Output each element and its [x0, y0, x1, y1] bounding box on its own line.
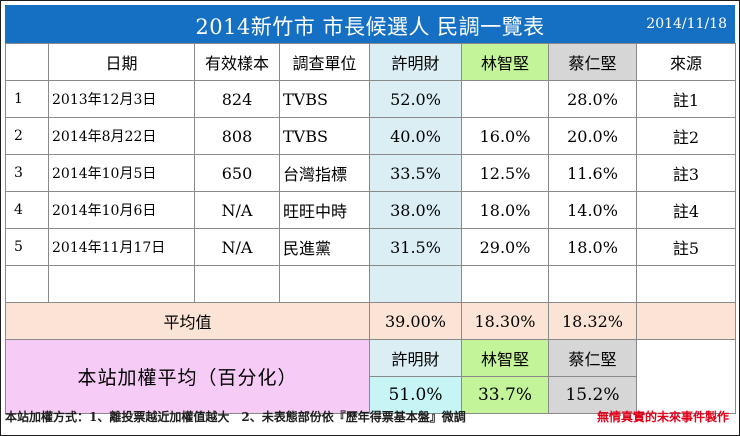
row-candidate-1: 31.5%	[369, 228, 462, 266]
row-index: 2	[5, 117, 49, 155]
average-empty	[636, 302, 736, 340]
weighting-note: 本站加權方式：1、離投票越近加權值越大 2、未表態部份依『歷年得票基本盤』微調	[5, 410, 466, 424]
empty-cell	[194, 265, 280, 303]
average-candidate-2: 18.30%	[461, 302, 549, 340]
table-header-row: 日期 有效樣本 調查單位 許明財 林智堅 蔡仁堅 來源	[5, 43, 736, 81]
empty-cell	[636, 265, 736, 303]
empty-row	[5, 265, 736, 303]
table-row: 1 2013年12月3日 824 TVBS 52.0% 28.0% 註1	[5, 80, 736, 118]
row-source: 註5	[636, 228, 736, 266]
row-candidate-1: 52.0%	[369, 80, 462, 118]
row-candidate-3: 18.0%	[548, 228, 637, 266]
header-candidate-1: 許明財	[369, 43, 462, 81]
row-candidate-2: 29.0%	[461, 228, 549, 266]
row-source: 註3	[636, 154, 736, 192]
empty-cell	[461, 265, 549, 303]
weighted-candidate-3-value: 15.2%	[548, 376, 637, 414]
row-date: 2013年12月3日	[48, 80, 195, 118]
footer: 本站加權方式：1、離投票越近加權值越大 2、未表態部份依『歷年得票基本盤』微調 …	[5, 403, 735, 431]
row-pollster: TVBS	[279, 117, 370, 155]
weighted-candidate-1-value: 51.0%	[369, 376, 462, 414]
weighted-candidate-2-value: 33.7%	[461, 376, 549, 414]
header-pollster: 調查單位	[279, 43, 370, 81]
empty-cell	[48, 265, 195, 303]
weighted-header-row: 本站加權平均（百分化） 許明財 林智堅 蔡仁堅	[5, 339, 736, 414]
row-sample: N/A	[194, 228, 280, 266]
row-index: 3	[5, 154, 49, 192]
title-bar: 2014新竹市 市長候選人 民調一覽表 2014/11/18	[5, 5, 735, 43]
header-source: 來源	[636, 43, 736, 81]
weighted-empty	[636, 339, 736, 414]
weighted-value-row: 51.0% 33.7% 15.2%	[6, 376, 736, 414]
row-pollster: 台灣指標	[279, 154, 370, 192]
empty-cell	[548, 265, 637, 303]
header-sample: 有效樣本	[194, 43, 280, 81]
row-sample: 808	[194, 117, 280, 155]
row-candidate-2: 12.5%	[461, 154, 549, 192]
row-pollster: 民進黨	[279, 228, 370, 266]
average-label: 平均值	[5, 302, 370, 340]
table-row: 2 2014年8月22日 808 TVBS 40.0% 16.0% 20.0% …	[5, 117, 736, 155]
average-candidate-3: 18.32%	[548, 302, 637, 340]
row-index: 4	[5, 191, 49, 229]
empty-cell	[369, 265, 462, 303]
row-source: 註1	[636, 80, 736, 118]
empty-cell	[5, 265, 49, 303]
row-source: 註2	[636, 117, 736, 155]
page-title: 2014新竹市 市長候選人 民調一覽表	[195, 15, 545, 39]
empty-cell	[279, 265, 370, 303]
table-row: 3 2014年10月5日 650 台灣指標 33.5% 12.5% 11.6% …	[5, 154, 736, 192]
header-index	[5, 43, 49, 81]
row-candidate-3: 14.0%	[548, 191, 637, 229]
row-candidate-2	[461, 80, 549, 118]
table-row: 4 2014年10月6日 N/A 旺旺中時 38.0% 18.0% 14.0% …	[5, 191, 736, 229]
header-candidate-2: 林智堅	[461, 43, 549, 81]
row-date: 2014年10月5日	[48, 154, 195, 192]
row-index: 5	[5, 228, 49, 266]
row-pollster: 旺旺中時	[279, 191, 370, 229]
row-index: 1	[5, 80, 49, 118]
report-date: 2014/11/18	[646, 16, 727, 32]
weighted-candidate-1-name: 許明財	[369, 339, 462, 377]
row-sample: 824	[194, 80, 280, 118]
row-candidate-2: 16.0%	[461, 117, 549, 155]
average-candidate-1: 39.00%	[369, 302, 462, 340]
row-source: 註4	[636, 191, 736, 229]
row-pollster: TVBS	[279, 80, 370, 118]
row-candidate-1: 33.5%	[369, 154, 462, 192]
row-candidate-1: 38.0%	[369, 191, 462, 229]
average-row: 平均值 39.00% 18.30% 18.32%	[5, 302, 736, 340]
header-candidate-3: 蔡仁堅	[548, 43, 637, 81]
header-date: 日期	[48, 43, 195, 81]
row-sample: N/A	[194, 191, 280, 229]
poll-table: 日期 有效樣本 調查單位 許明財 林智堅 蔡仁堅 來源 1 2013年12月3日…	[5, 43, 736, 414]
row-candidate-3: 28.0%	[548, 80, 637, 118]
weighted-label: 本站加權平均（百分化）	[5, 339, 370, 414]
credit-text: 無情真實的未來事件製作	[596, 410, 729, 424]
row-sample: 650	[194, 154, 280, 192]
row-date: 2014年10月6日	[48, 191, 195, 229]
weighted-candidate-2-name: 林智堅	[461, 339, 549, 377]
row-candidate-1: 40.0%	[369, 117, 462, 155]
row-candidate-2: 18.0%	[461, 191, 549, 229]
row-candidate-3: 11.6%	[548, 154, 637, 192]
weighted-candidate-3-name: 蔡仁堅	[548, 339, 637, 377]
row-date: 2014年8月22日	[48, 117, 195, 155]
row-candidate-3: 20.0%	[548, 117, 637, 155]
table-row: 5 2014年11月17日 N/A 民進黨 31.5% 29.0% 18.0% …	[5, 228, 736, 266]
row-date: 2014年11月17日	[48, 228, 195, 266]
